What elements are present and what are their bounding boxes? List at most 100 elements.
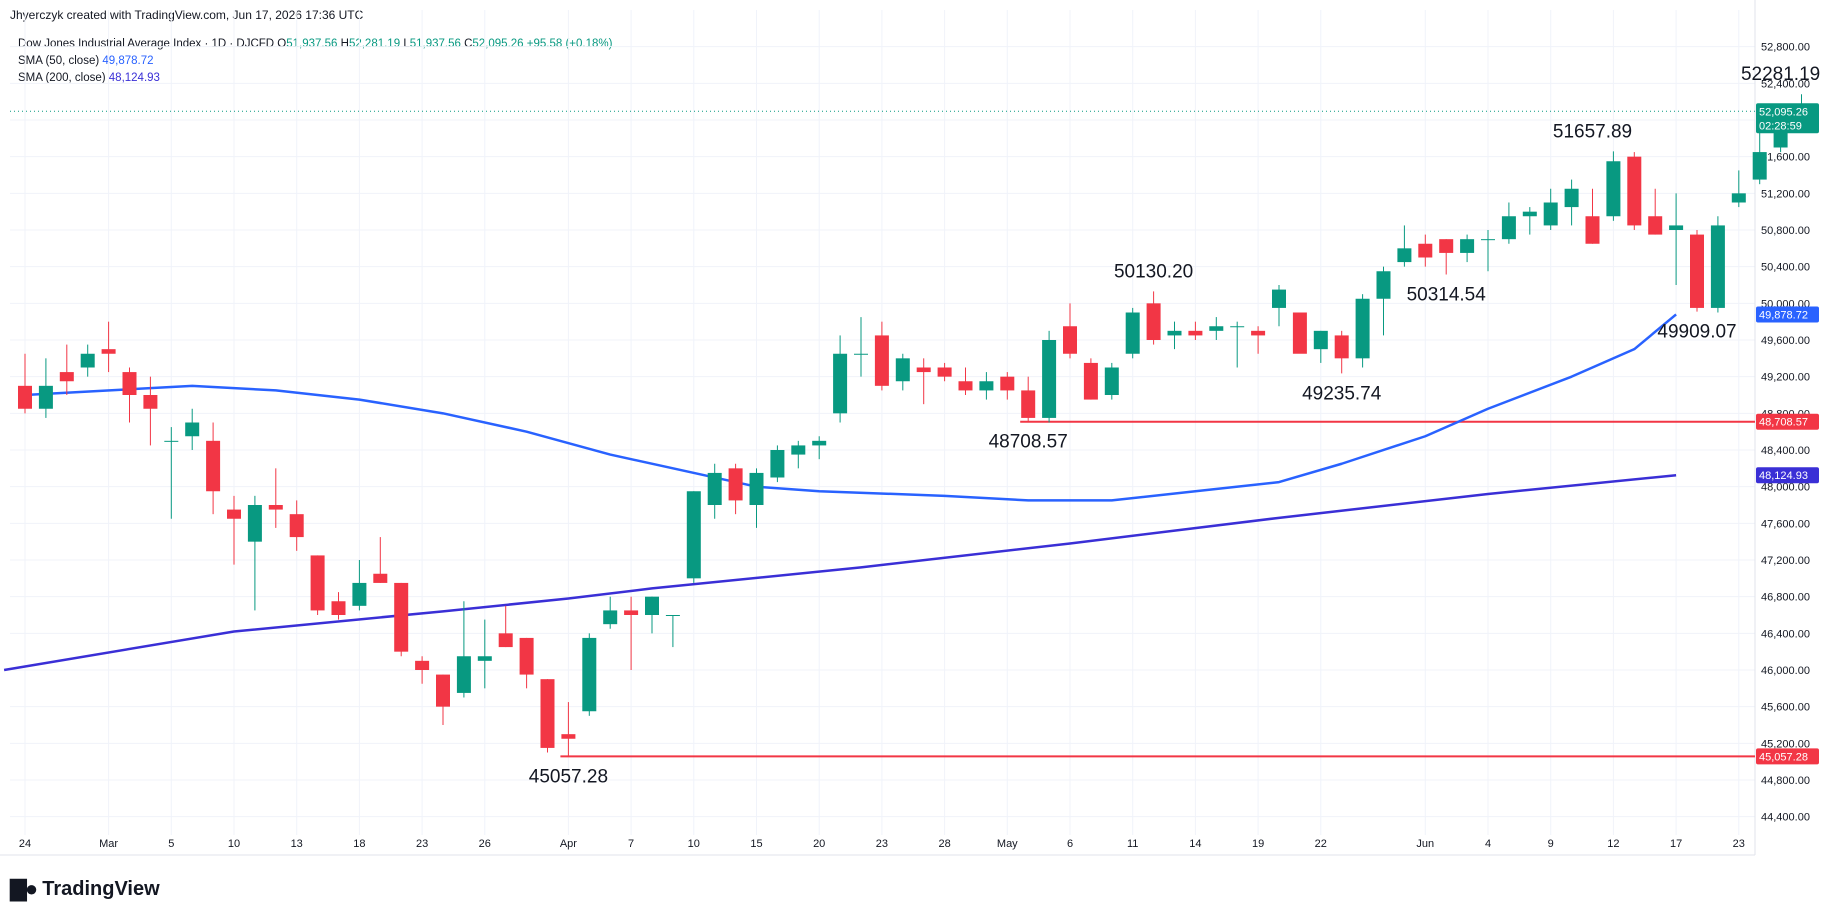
candle-body[interactable] <box>686 491 701 579</box>
sma200-line[interactable] <box>3 473 1677 672</box>
candle-body[interactable] <box>812 440 827 446</box>
candle-body[interactable] <box>1439 239 1454 253</box>
time-tick-label: 4 <box>1485 838 1491 850</box>
candle-body[interactable] <box>1272 289 1286 308</box>
candle-body[interactable] <box>1397 248 1412 263</box>
candle-body[interactable] <box>728 468 743 501</box>
candle-body[interactable] <box>436 674 450 707</box>
candle-body[interactable] <box>1104 367 1119 396</box>
candle-body[interactable] <box>456 656 471 693</box>
level-price-tag-text: 45,057.28 <box>1759 751 1808 763</box>
candle-body[interactable] <box>1083 362 1098 400</box>
candle-body[interactable] <box>331 601 346 615</box>
candle-body[interactable] <box>1543 202 1558 226</box>
candle-body[interactable] <box>874 335 889 386</box>
candle-body[interactable] <box>519 637 534 675</box>
candle-body[interactable] <box>603 610 618 625</box>
candle-body[interactable] <box>1292 312 1307 354</box>
candle-body[interactable] <box>1063 326 1077 354</box>
sma50-price-tag <box>1756 306 1819 323</box>
candle-body[interactable] <box>164 440 179 442</box>
candle-body[interactable] <box>80 353 95 368</box>
time-tick-label: 10 <box>688 838 700 850</box>
time-tick-label: Jun <box>1416 838 1434 850</box>
candle-body[interactable] <box>791 445 806 455</box>
candle-body[interactable] <box>352 582 367 606</box>
candle-body[interactable] <box>268 505 283 510</box>
candle-body[interactable] <box>394 582 409 652</box>
candle-body[interactable] <box>1481 239 1495 241</box>
candle-body[interactable] <box>1501 216 1516 240</box>
candle-body[interactable] <box>1230 326 1245 328</box>
candle-body[interactable] <box>1146 303 1161 340</box>
candle-body[interactable] <box>1606 161 1621 217</box>
sma50-line[interactable] <box>24 313 1677 502</box>
time-tick-label: 15 <box>750 838 762 850</box>
candle-body[interactable] <box>1000 376 1015 391</box>
candle-body[interactable] <box>770 450 785 478</box>
candle-body[interactable] <box>206 440 221 492</box>
candle-body[interactable] <box>1188 330 1203 336</box>
candle-body[interactable] <box>1669 225 1684 230</box>
candle-body[interactable] <box>373 573 388 583</box>
tradingview-brand[interactable]: ▇● TradingView <box>10 876 160 902</box>
candle-body[interactable] <box>1355 298 1370 359</box>
candle-body[interactable] <box>1731 193 1746 203</box>
candle-body[interactable] <box>854 353 868 355</box>
candle-body[interactable] <box>582 637 597 712</box>
candle-body[interactable] <box>1313 330 1328 350</box>
candle-body[interactable] <box>1522 211 1537 217</box>
sma50-price-tag-text: 49,878.72 <box>1759 309 1808 321</box>
candle-body[interactable] <box>38 385 53 409</box>
candle-body[interactable] <box>59 372 74 382</box>
candle-body[interactable] <box>1690 234 1704 308</box>
candle-body[interactable] <box>18 385 32 409</box>
candle-body[interactable] <box>477 656 492 661</box>
candle-body[interactable] <box>895 358 910 382</box>
candle-body[interactable] <box>1125 312 1140 354</box>
candle-body[interactable] <box>979 381 994 391</box>
candle-body[interactable] <box>185 422 200 437</box>
candle-body[interactable] <box>1376 271 1391 299</box>
candle-body[interactable] <box>665 615 680 616</box>
candle-body[interactable] <box>289 514 304 538</box>
candle-body[interactable] <box>1627 156 1642 226</box>
candle-body[interactable] <box>1752 152 1767 180</box>
candle-body[interactable] <box>498 633 513 648</box>
candle-body[interactable] <box>1710 225 1725 308</box>
candle-body[interactable] <box>1585 216 1600 244</box>
candle-body[interactable] <box>1334 335 1349 359</box>
candle-body[interactable] <box>1251 330 1266 336</box>
candle-body[interactable] <box>958 381 973 391</box>
candle-body[interactable] <box>1042 340 1057 418</box>
candle-body[interactable] <box>540 679 555 748</box>
candle-body[interactable] <box>1209 326 1224 331</box>
candle-body[interactable] <box>122 372 137 395</box>
candle-body[interactable] <box>916 367 931 373</box>
candle-body[interactable] <box>1418 243 1433 258</box>
sma200-legend-row[interactable]: SMA (200, close) 48,124.93 <box>18 70 612 87</box>
candle-body[interactable] <box>624 610 639 615</box>
candle-body[interactable] <box>833 353 848 414</box>
candle-body[interactable] <box>247 505 262 542</box>
candle-body[interactable] <box>1021 390 1036 418</box>
candle-body[interactable] <box>937 367 952 377</box>
candle-body[interactable] <box>143 395 158 409</box>
sma50-legend-row[interactable]: SMA (50, close) 49,878.72 <box>18 53 612 70</box>
candle-body[interactable] <box>310 555 325 611</box>
candle-body[interactable] <box>707 472 722 505</box>
last-price-tag <box>1756 103 1819 134</box>
candle-body[interactable] <box>561 734 576 739</box>
price-tick-label: 45,600.00 <box>1761 702 1810 714</box>
candle-body[interactable] <box>101 349 116 354</box>
candle-body[interactable] <box>415 660 430 670</box>
candle-body[interactable] <box>1167 330 1182 336</box>
time-tick-label: Mar <box>99 838 118 850</box>
candle-body[interactable] <box>645 596 659 615</box>
candle-body[interactable] <box>1648 216 1663 235</box>
candle-body[interactable] <box>227 509 241 519</box>
candle-body[interactable] <box>1564 188 1579 208</box>
candle-body[interactable] <box>749 472 764 505</box>
candle-body[interactable] <box>1460 239 1475 253</box>
